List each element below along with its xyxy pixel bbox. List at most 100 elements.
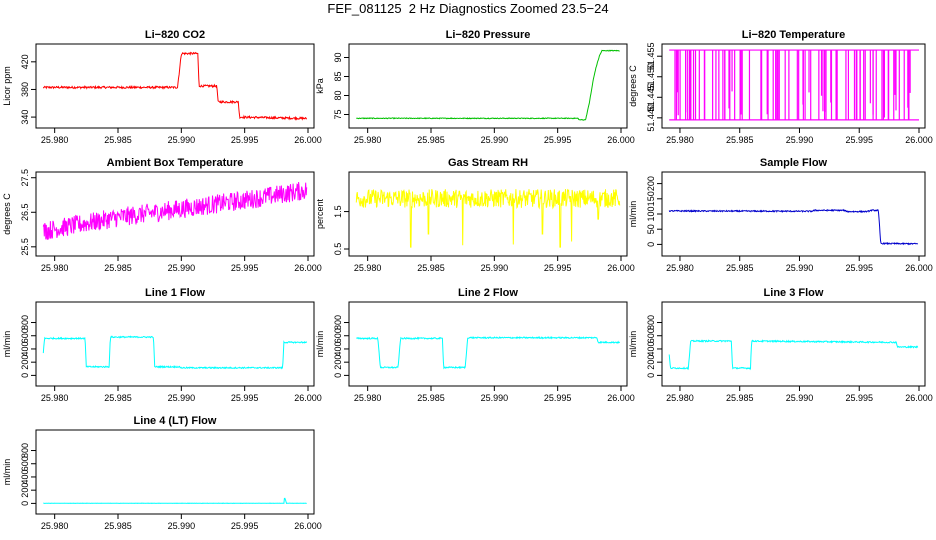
panel-title: Li−820 Temperature: [742, 29, 845, 41]
x-tick-label: 25.990: [168, 263, 196, 273]
x-tick-label: 26.000: [607, 263, 635, 273]
series-line: [356, 335, 621, 370]
plot-frame: [661, 301, 926, 387]
y-tick-label: 51.455: [646, 42, 656, 70]
y-tick-label: 200: [646, 355, 656, 370]
plot-frame: [348, 171, 628, 257]
x-tick-label: 26.000: [294, 263, 322, 273]
y-axis-label: percent: [315, 198, 325, 229]
panel-4: Ambient Box Temperature degrees C 25.980 25…: [2, 157, 322, 273]
panel-5: Gas Stream RH percent 25.980 25.985 25.990 25…: [315, 157, 635, 273]
x-tick-label: 26.000: [607, 393, 635, 403]
y-tick-label: 0.5: [333, 243, 343, 256]
y-tick-label: 800: [20, 315, 30, 330]
y-tick-label: 51.440: [646, 104, 656, 132]
y-tick-label: 340: [20, 110, 30, 125]
plot-frame: [35, 171, 315, 257]
y-tick-label: 800: [646, 315, 656, 330]
y-axis-label: ml/min: [2, 459, 12, 486]
series-line: [42, 181, 308, 240]
y-tick-label: 90: [333, 52, 343, 62]
y-axis-label: ml/min: [2, 331, 12, 358]
y-tick-label: 100: [646, 206, 656, 221]
plot-frame: [348, 43, 628, 129]
x-tick-label: 25.990: [786, 135, 814, 145]
x-tick-label: 25.990: [786, 393, 814, 403]
y-tick-label: 0: [646, 242, 656, 247]
x-tick-label: 25.985: [104, 521, 132, 531]
x-tick-label: 25.990: [786, 263, 814, 273]
series-spikes: [669, 49, 919, 121]
y-axis-label: kPa: [315, 78, 325, 94]
series-line: [42, 335, 308, 370]
y-tick-label: 50: [646, 224, 656, 234]
x-tick-label: 26.000: [905, 263, 933, 273]
x-tick-label: 25.995: [845, 393, 873, 403]
y-axis-label: degrees C: [628, 65, 638, 107]
y-tick-label: 51.445: [646, 84, 656, 112]
panel-title: Line 1 Flow: [145, 287, 205, 299]
x-tick-label: 25.995: [544, 263, 572, 273]
x-tick-label: 25.985: [726, 135, 754, 145]
x-tick-label: 25.995: [231, 393, 259, 403]
panel-10: Line 4 (LT) Flow ml/min 25.980 25.985 25.990…: [2, 415, 322, 531]
x-tick-label: 26.000: [905, 135, 933, 145]
y-tick-label: 200: [20, 483, 30, 498]
figure-title: FEF_081125 2 Hz Diagnostics Zoomed 23.5−…: [327, 1, 609, 16]
y-tick-label: 400: [333, 341, 343, 356]
x-tick-label: 25.985: [417, 263, 445, 273]
series-line: [355, 188, 621, 248]
x-tick-label: 25.985: [726, 393, 754, 403]
plot-frame: [348, 301, 628, 387]
y-tick-label: 75: [333, 109, 343, 119]
y-tick-label: 51.450: [646, 63, 656, 91]
x-tick-label: 25.980: [41, 393, 69, 403]
panel-3: Li−820 Temperature degrees C 25.980 25.985 2…: [628, 29, 933, 145]
x-tick-label: 26.000: [294, 135, 322, 145]
series-line: [43, 497, 307, 504]
panel-title: Sample Flow: [760, 157, 828, 169]
y-tick-label: 1.5: [333, 205, 343, 218]
x-tick-label: 25.995: [845, 263, 873, 273]
x-tick-label: 25.985: [726, 263, 754, 273]
y-tick-label: 420: [20, 54, 30, 69]
panel-title: Ambient Box Temperature: [107, 157, 244, 169]
panel-1: Li−820 CO2 Licor ppm 25.980 25.985 25.990 25.…: [2, 29, 322, 145]
x-tick-label: 25.980: [354, 393, 382, 403]
x-tick-label: 25.980: [666, 263, 694, 273]
x-tick-label: 25.980: [41, 521, 69, 531]
y-axis-label: ml/min: [315, 331, 325, 358]
y-tick-label: 600: [20, 456, 30, 471]
y-tick-label: 800: [20, 443, 30, 458]
panel-8: Line 2 Flow ml/min 25.980 25.985 25.990 25.99…: [315, 287, 635, 403]
y-tick-label: 200: [20, 355, 30, 370]
y-tick-label: 400: [20, 341, 30, 356]
series-line: [356, 49, 620, 121]
y-tick-label: 0: [20, 373, 30, 378]
x-tick-label: 25.990: [481, 393, 509, 403]
x-tick-label: 25.985: [104, 263, 132, 273]
x-tick-label: 25.980: [354, 135, 382, 145]
y-tick-label: 150: [646, 191, 656, 206]
x-tick-label: 26.000: [294, 393, 322, 403]
x-tick-label: 26.000: [607, 135, 635, 145]
x-tick-label: 25.995: [544, 393, 572, 403]
plot-frame: [35, 429, 315, 515]
x-tick-label: 25.995: [544, 135, 572, 145]
y-tick-label: 0: [333, 373, 343, 378]
x-tick-label: 26.000: [905, 393, 933, 403]
x-tick-label: 25.985: [417, 393, 445, 403]
x-tick-label: 26.000: [294, 521, 322, 531]
x-tick-label: 25.985: [104, 393, 132, 403]
y-tick-label: 0: [646, 373, 656, 378]
x-tick-label: 25.995: [231, 521, 259, 531]
panel-title: Gas Stream RH: [448, 157, 528, 169]
x-tick-label: 25.995: [845, 135, 873, 145]
panel-title: Li−820 Pressure: [446, 29, 531, 41]
y-tick-label: 80: [333, 90, 343, 100]
plot-frame: [661, 43, 926, 129]
x-tick-label: 25.980: [666, 135, 694, 145]
x-tick-label: 25.985: [104, 135, 132, 145]
y-axis-label: ml/min: [628, 201, 638, 228]
plot-frame: [35, 43, 315, 129]
